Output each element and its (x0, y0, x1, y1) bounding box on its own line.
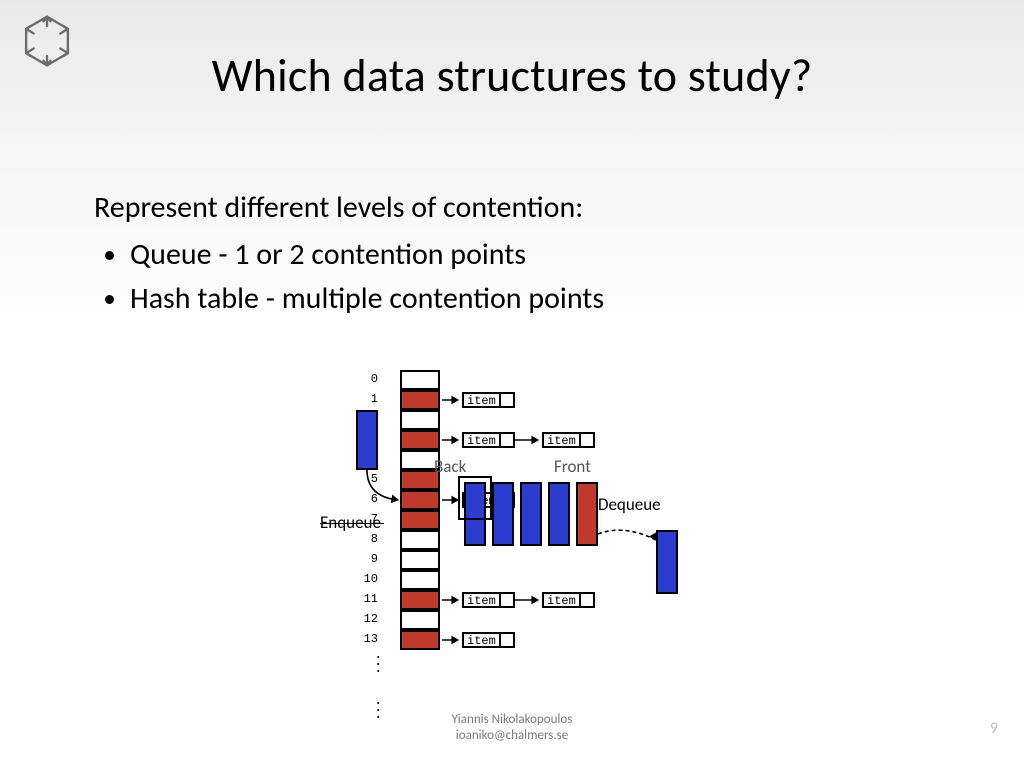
body-text: Represent different levels of contention… (94, 188, 964, 324)
queue-slot (548, 482, 570, 546)
insert-arrow-icon (352, 466, 406, 510)
hash-bucket (400, 490, 440, 510)
chain-arrow-icon (512, 432, 542, 448)
hash-bucket (400, 570, 440, 590)
hash-bucket (400, 550, 440, 570)
hash-bucket (400, 510, 440, 530)
hash-index: 9 (362, 552, 378, 566)
hash-bucket (400, 410, 440, 430)
footer-line1: Yiannis Nikolakopoulos (452, 712, 573, 727)
hash-index: 13 (362, 632, 378, 646)
label-front: Front (554, 456, 591, 477)
bullet-item: Hash table - multiple contention points (130, 279, 964, 320)
chain-item: item (462, 432, 515, 448)
bullet-item: Queue - 1 or 2 contention points (130, 235, 964, 276)
hash-index: 8 (362, 532, 378, 546)
hash-bucket (400, 390, 440, 410)
footer-line2: ioaniko@chalmers.se (456, 728, 568, 743)
queue-slot (520, 482, 542, 546)
chain-arrow-icon (440, 432, 462, 448)
strike-line (320, 523, 384, 524)
chain-item: item (542, 592, 595, 608)
data-structure-diagram: 012345678910111213......itemitemitemitem… (300, 370, 780, 690)
hash-bucket (400, 370, 440, 390)
chain-item: item (462, 392, 515, 408)
hash-bucket (400, 630, 440, 650)
page-number: 9 (990, 719, 998, 738)
queue-back-marker (458, 476, 492, 520)
footer-author: Yiannis Nikolakopoulos ioaniko@chalmers.… (0, 712, 1024, 745)
incoming-item (356, 410, 378, 470)
hash-index: 10 (362, 572, 378, 586)
hash-bucket (400, 590, 440, 610)
hash-bucket (400, 430, 440, 450)
chain-arrow-icon (440, 632, 462, 648)
hash-bucket (400, 610, 440, 630)
hash-index: 0 (362, 372, 378, 386)
hash-bucket (400, 530, 440, 550)
chain-arrow-icon (440, 392, 462, 408)
label-back: Back (434, 456, 466, 477)
chain-item: item (462, 592, 515, 608)
queue-slot (492, 482, 514, 546)
hash-index: 11 (362, 592, 378, 606)
label-dequeue: Dequeue (598, 494, 661, 515)
hash-index: 1 (362, 392, 378, 406)
chain-arrow-icon (512, 592, 542, 608)
slide-title: Which data structures to study? (0, 48, 1024, 104)
chain-item: item (542, 432, 595, 448)
hash-index: 12 (362, 612, 378, 626)
chain-item: item (462, 632, 515, 648)
lead-line: Represent different levels of contention… (94, 188, 964, 229)
dequeue-arrow-icon (592, 526, 670, 606)
bullet-list: Queue - 1 or 2 contention points Hash ta… (130, 235, 964, 320)
chain-arrow-icon (440, 592, 462, 608)
